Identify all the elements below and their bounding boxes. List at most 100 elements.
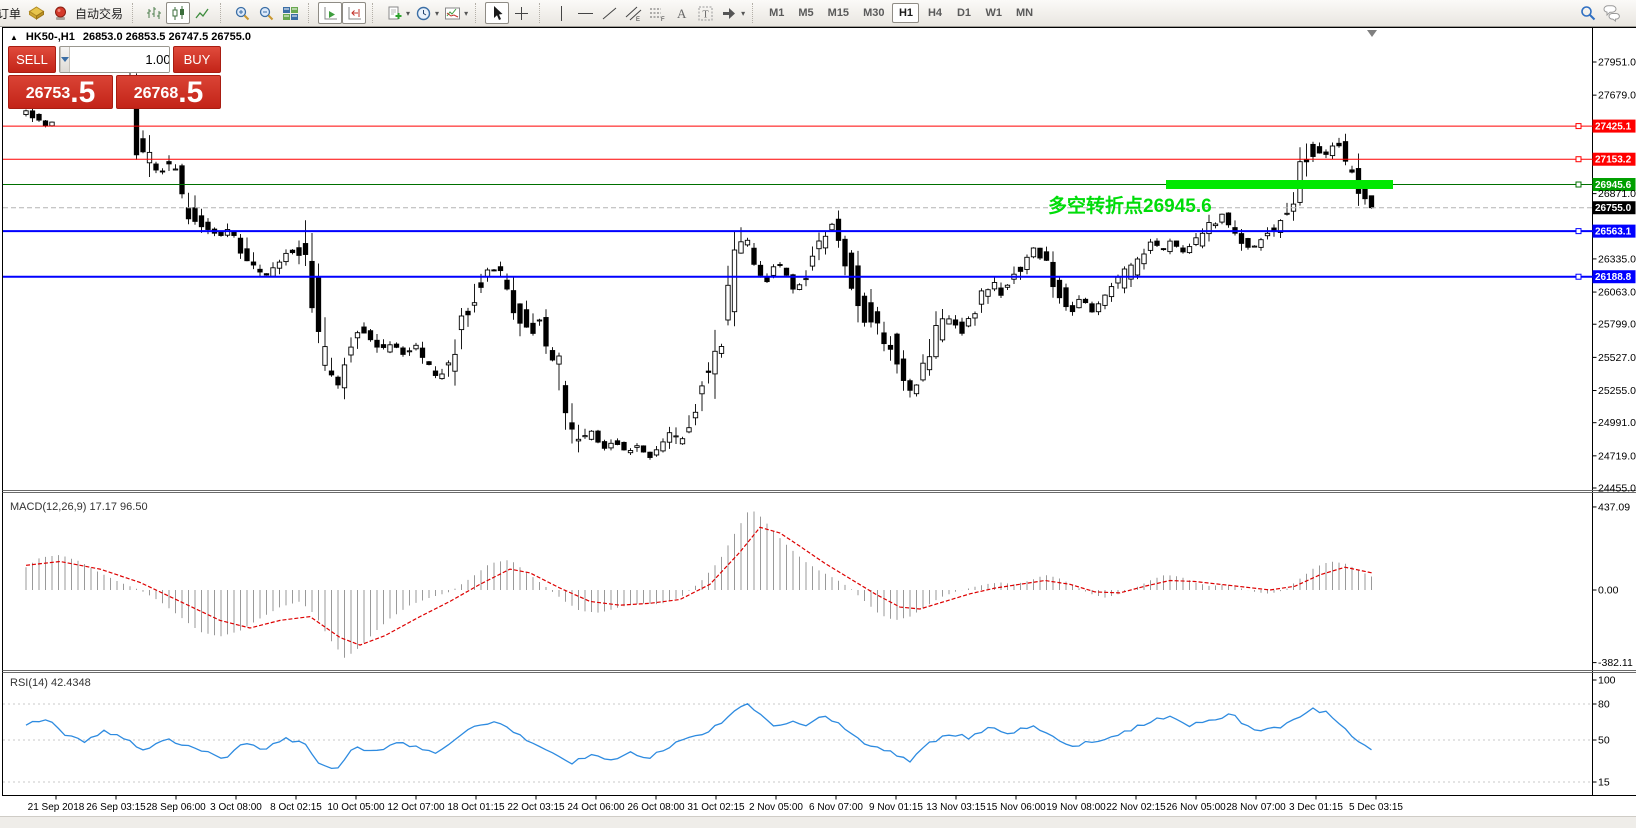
autotrade-icon[interactable] [48,2,72,24]
price-tag [1592,152,1636,166]
line-handle[interactable] [1575,228,1582,235]
svg-text:22 Oct 03:15: 22 Oct 03:15 [507,802,565,813]
search-icon[interactable] [1576,2,1600,24]
ohlc-values: 26853.0 26853.5 26747.5 26755.0 [82,31,252,43]
svg-text:9 Nov 01:15: 9 Nov 01:15 [869,802,923,813]
svg-text:27951.0: 27951.0 [1598,57,1636,69]
equidistant-channel-tool-icon[interactable]: E [621,2,645,24]
dropdown-arrow-icon[interactable]: ▾ [406,8,411,18]
line-handle[interactable] [1575,273,1582,280]
svg-text:26755.0: 26755.0 [1595,203,1632,214]
autotrade-button[interactable]: 自动交易 [75,6,124,21]
timeframe-h4[interactable]: H4 [921,3,948,23]
trendline-tool-icon[interactable] [597,2,621,24]
symbol-period-label: HK50-,H1 [25,31,75,43]
price-tag [1592,119,1636,133]
indicators-icon[interactable] [440,2,464,24]
toolbar-separator [372,3,378,23]
window-bottom-edge [0,816,1636,828]
svg-text:26 Nov 05:00: 26 Nov 05:00 [1166,802,1226,813]
svg-text:437.09: 437.09 [1598,501,1630,513]
toolbar-separator [132,3,138,23]
timeframe-h1[interactable]: H1 [892,3,920,23]
svg-text:15 Nov 06:00: 15 Nov 06:00 [986,802,1046,813]
svg-text:24 Oct 06:00: 24 Oct 06:00 [567,802,625,813]
orders-button[interactable]: 订单 [0,6,22,21]
svg-text:26335.0: 26335.0 [1598,253,1636,265]
new-order-icon[interactable] [382,2,406,24]
bar-chart-icon[interactable] [142,2,166,24]
macd-label: MACD(12,26,9) 17.17 96.50 [10,501,148,513]
auto-scroll-icon[interactable] [318,2,343,24]
text-label-tool-icon[interactable]: T [693,2,717,24]
svg-text:18 Oct 01:15: 18 Oct 01:15 [447,802,505,813]
timeframe-w1[interactable]: W1 [979,3,1008,23]
horizontal-line-tool-icon[interactable] [573,2,597,24]
svg-text:19 Nov 08:00: 19 Nov 08:00 [1046,802,1106,813]
tile-windows-icon[interactable] [278,2,302,24]
line-chart-icon[interactable] [190,2,214,24]
svg-text:21 Sep 2018: 21 Sep 2018 [28,802,85,813]
text-tool-icon[interactable]: A [669,2,693,24]
chart-shift-icon[interactable] [342,2,367,24]
buy-button[interactable]: BUY [173,46,221,73]
price-tag [1592,201,1636,215]
buy-price-button[interactable]: 26768.5 [116,75,221,109]
volume-decrease-button[interactable] [60,47,70,72]
svg-text:26945.6: 26945.6 [1595,180,1632,191]
periods-clock-icon[interactable] [411,2,435,24]
svg-text:27153.2: 27153.2 [1595,155,1632,166]
svg-text:24455.0: 24455.0 [1598,483,1636,495]
collapse-trade-panel-icon[interactable]: ▲ [10,32,18,42]
timeframe-m30[interactable]: M30 [857,3,890,23]
pivot-trend-segment[interactable] [1166,180,1393,190]
dropdown-arrow-icon[interactable]: ▾ [435,8,440,18]
cursor-icon[interactable] [485,2,510,24]
sell-button[interactable]: SELL [8,46,56,73]
svg-text:80: 80 [1598,699,1610,711]
line-handle[interactable] [1575,123,1582,130]
svg-text:3 Dec 01:15: 3 Dec 01:15 [1289,802,1343,813]
toolbar-separator [539,3,545,23]
arrows-tool-icon[interactable] [717,2,741,24]
svg-text:25527.0: 25527.0 [1598,352,1636,364]
timeframe-m1[interactable]: M1 [763,3,790,23]
svg-text:2 Nov 05:00: 2 Nov 05:00 [749,802,803,813]
timeframe-mn[interactable]: MN [1010,3,1039,23]
chart-frame [2,27,1593,796]
svg-text:3 Oct 08:00: 3 Oct 08:00 [210,802,262,813]
svg-text:6 Nov 07:00: 6 Nov 07:00 [809,802,863,813]
line-handle[interactable] [1575,181,1582,188]
crosshair-icon[interactable] [509,2,533,24]
fibonacci-tool-icon[interactable]: F [645,2,669,24]
rsi-label: RSI(14) 42.4348 [10,677,91,689]
svg-text:8 Oct 02:15: 8 Oct 02:15 [270,802,322,813]
pivot-annotation[interactable]: 多空转折点26945.6 [1048,196,1212,217]
toolbar-separator [752,3,758,23]
svg-text:24719.0: 24719.0 [1598,450,1636,462]
candlestick-chart-icon[interactable] [166,2,191,24]
zoom-out-icon[interactable] [254,2,278,24]
svg-text:31 Oct 02:15: 31 Oct 02:15 [687,802,745,813]
candles [23,68,1375,460]
dropdown-arrow-icon[interactable]: ▾ [741,8,746,18]
svg-text:24991.0: 24991.0 [1598,417,1636,429]
volume-input[interactable] [70,47,169,72]
timeframe-m5[interactable]: M5 [792,3,819,23]
line-handle[interactable] [1575,156,1582,163]
timeframe-d1[interactable]: D1 [950,3,977,23]
timeframe-m15[interactable]: M15 [822,3,855,23]
dropdown-arrow-icon[interactable]: ▾ [464,8,469,18]
svg-text:25799.0: 25799.0 [1598,319,1636,331]
new-order-pack-icon[interactable] [24,2,48,24]
zoom-in-icon[interactable] [230,2,254,24]
price-tag [1592,224,1636,238]
chat-icon[interactable] [1600,2,1624,24]
sell-price-button[interactable]: 26753.5 [8,75,113,109]
vertical-line-tool-icon[interactable] [549,2,573,24]
svg-text:26871.0: 26871.0 [1598,188,1636,200]
svg-text:27679.0: 27679.0 [1598,90,1636,102]
svg-text:T: T [702,9,708,20]
